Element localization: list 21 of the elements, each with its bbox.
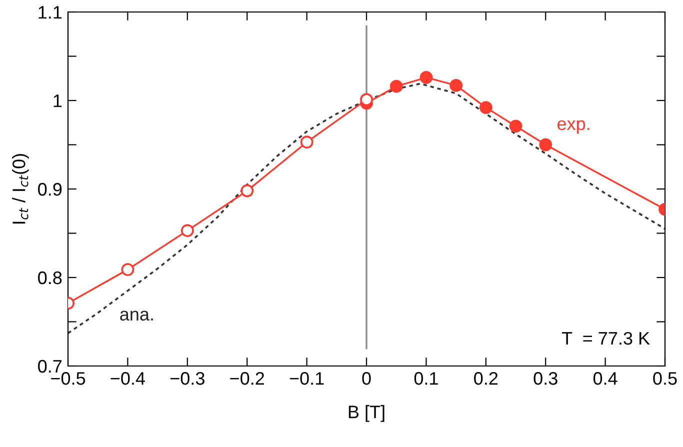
series-label: ana. <box>120 310 153 321</box>
series-label: exp. <box>557 120 590 134</box>
x-tick-label: −0.5 <box>51 372 86 385</box>
x-tick-label: −0.3 <box>170 372 204 385</box>
x-tick-label: 0.1 <box>414 372 438 385</box>
x-tick-label: −0.1 <box>290 372 324 385</box>
x-tick-label: −0.2 <box>230 372 264 385</box>
x-axis-title: B [T] <box>348 405 384 422</box>
x-tick-label: 0.5 <box>653 372 677 385</box>
annotation: T = 77.3 K <box>562 332 650 345</box>
y-tick-label: 1.1 <box>38 6 62 19</box>
x-tick-label: 0.4 <box>593 372 618 385</box>
y-axis-title: I$_{ct}$ / I$_{ct}$(0) <box>12 154 29 224</box>
x-tick-label: −0.4 <box>110 372 145 385</box>
x-tick-label: 0.2 <box>474 372 498 385</box>
y-tick-label: 0.7 <box>38 360 62 373</box>
x-tick-label: 0 <box>362 372 371 385</box>
y-tick-label: 1 <box>54 94 62 108</box>
y-tick-label: 0.8 <box>38 271 62 284</box>
x-tick-label: 0.3 <box>534 372 558 385</box>
y-tick-label: 0.9 <box>38 182 62 196</box>
